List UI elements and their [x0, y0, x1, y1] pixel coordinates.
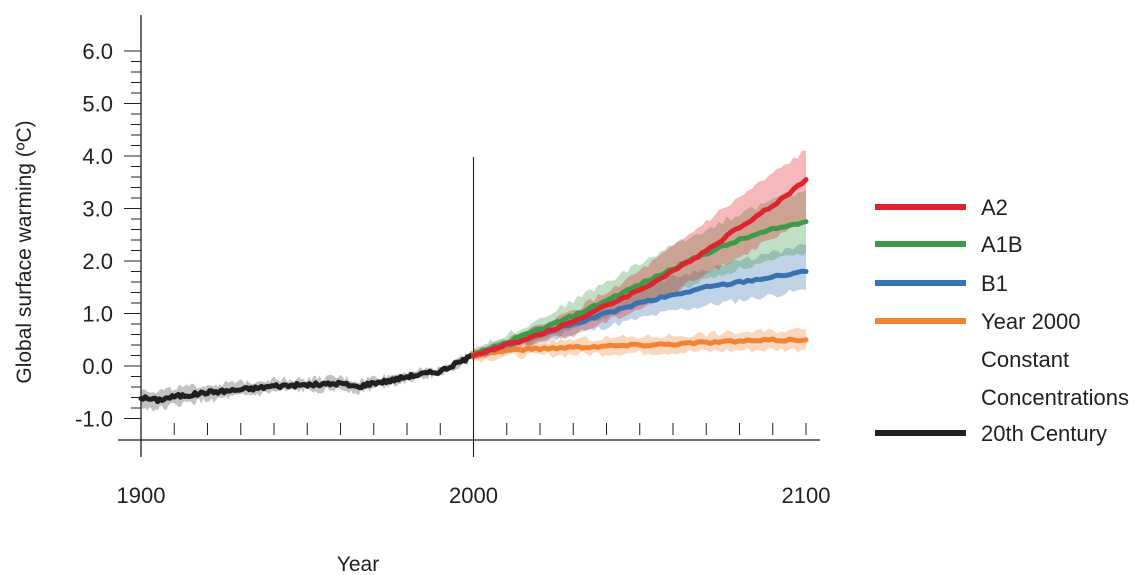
series-line-year-2000-constant-concentrations	[471, 336, 809, 359]
legend-label-year-2000-constant-concentrations: Constant	[981, 347, 1069, 372]
series-line-a1b	[471, 219, 809, 358]
axes: -1.0 0.0 1.0 2.0 3.0 4.0 5.0 6.0 1900 2000 2100	[75, 15, 830, 508]
legend: A2 A1B B1 Year 2000 Constant Concentrations 20…	[875, 195, 1129, 446]
x-tick-label: 1900	[117, 483, 166, 508]
y-tick-label: 2.0	[82, 249, 113, 274]
legend-label-year-2000-constant-concentrations: Year 2000	[981, 309, 1081, 334]
y-tick-label: 5.0	[82, 92, 113, 117]
y-tick-label: 6.0	[82, 39, 113, 64]
y-tick-label: 4.0	[82, 144, 113, 169]
x-tick-label: 2000	[449, 483, 498, 508]
legend-label-a2: A2	[981, 195, 1008, 220]
series-lines	[138, 177, 809, 405]
legend-label-20th-century: 20th Century	[981, 421, 1107, 446]
legend-label-a1b: A1B	[981, 232, 1023, 257]
legend-label-year-2000-constant-concentrations: Concentrations	[981, 385, 1129, 410]
y-tick-label: 0.0	[82, 354, 113, 379]
x-axis-title: Year	[337, 553, 379, 575]
band-a2	[473, 150, 806, 360]
series-line-20th-century	[138, 352, 476, 405]
legend-label-b1: B1	[981, 271, 1008, 296]
series-line-a2	[471, 177, 809, 359]
band-20th-century	[141, 350, 474, 412]
band-a1b	[473, 190, 806, 356]
y-tick-label: 3.0	[82, 197, 113, 222]
y-tick-label: 1.0	[82, 302, 113, 327]
y-axis-title: Global surface warming (ºC)	[13, 120, 36, 383]
x-tick-label: 2100	[782, 483, 831, 508]
y-tick-label: -1.0	[75, 407, 113, 432]
